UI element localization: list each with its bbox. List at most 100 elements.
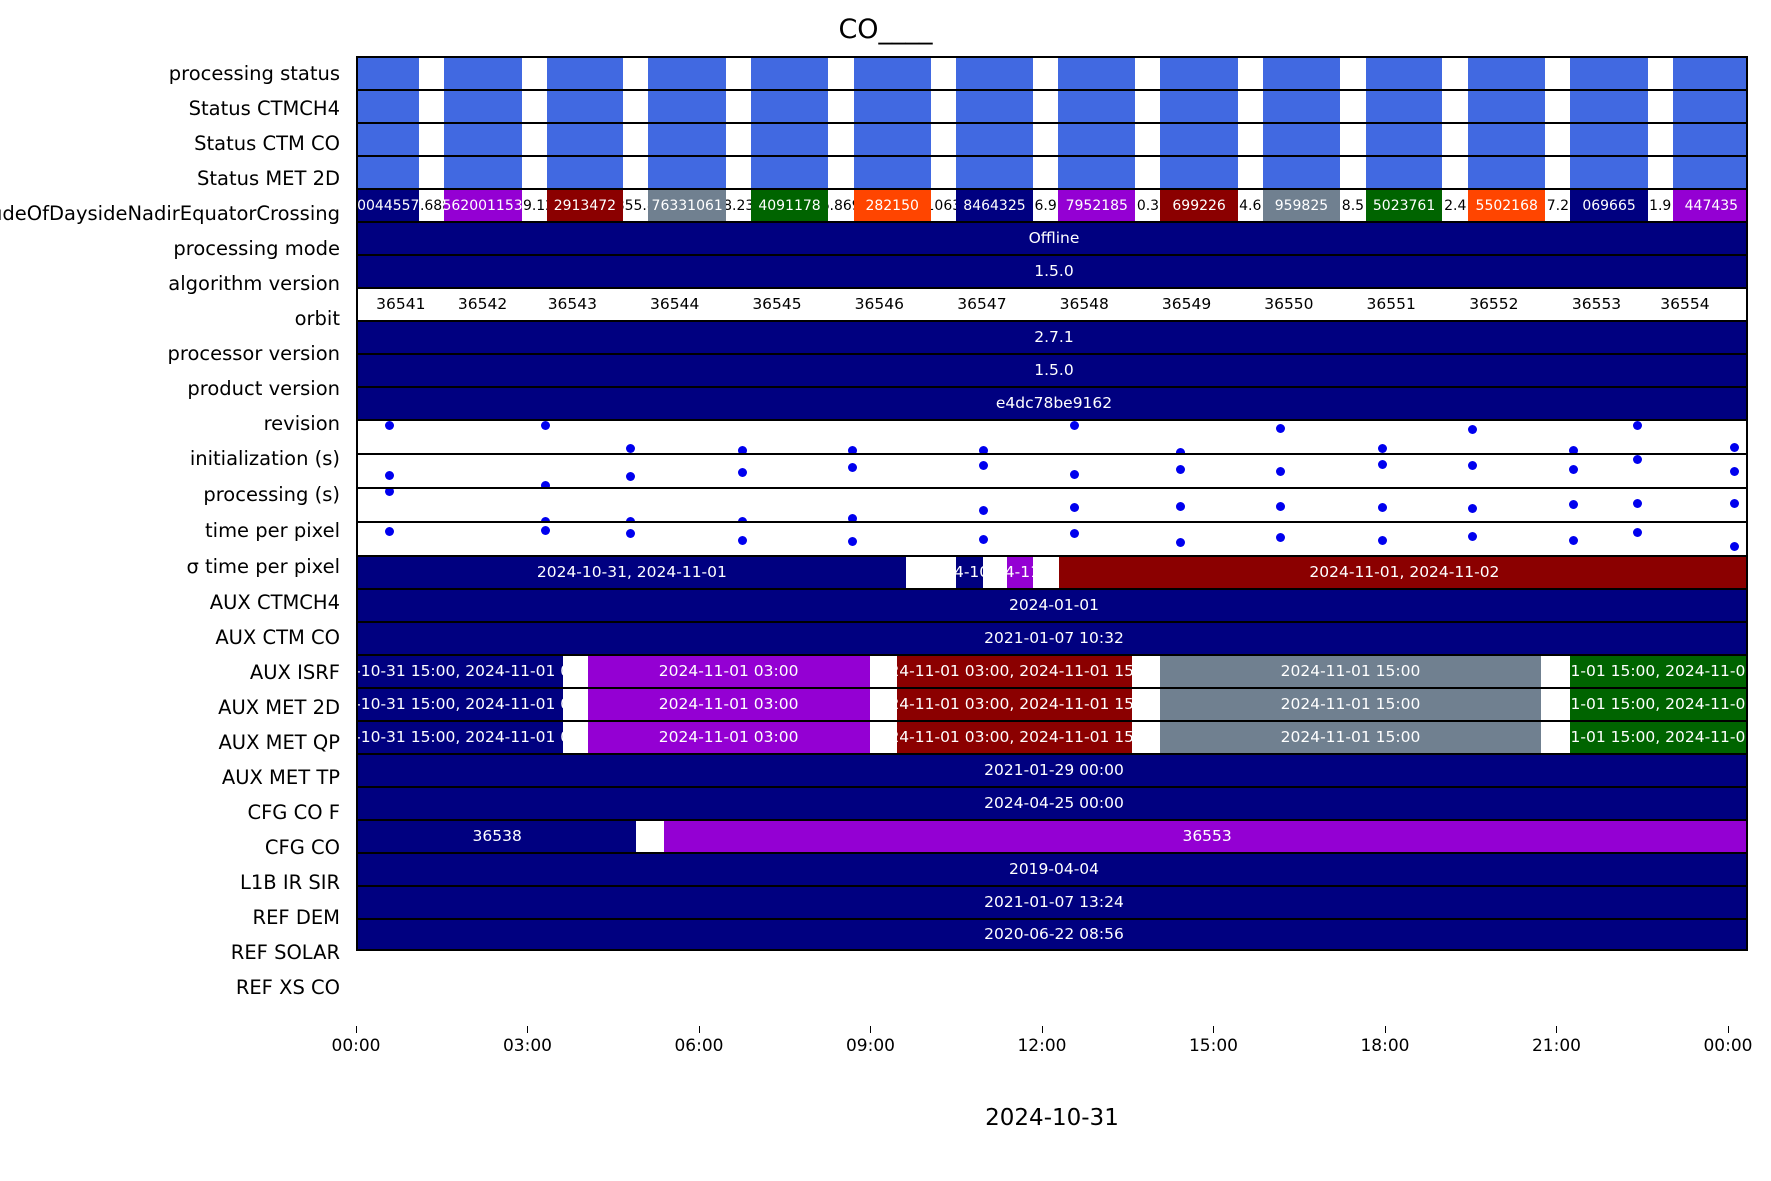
segment[interactable]: 2021-01-07 10:32	[358, 623, 1746, 654]
segment[interactable]	[853, 157, 931, 188]
segment[interactable]: 36553	[664, 821, 1746, 852]
segment[interactable]: 1.9	[1647, 190, 1673, 221]
segment[interactable]	[1442, 91, 1469, 122]
segment[interactable]	[869, 689, 897, 720]
segment[interactable]	[1131, 689, 1160, 720]
segment[interactable]	[1545, 124, 1571, 155]
segment[interactable]	[1541, 656, 1571, 687]
segment[interactable]	[1340, 91, 1366, 122]
segment[interactable]	[1647, 124, 1673, 155]
segment[interactable]	[1672, 124, 1746, 155]
segment[interactable]: 36551	[1340, 289, 1443, 320]
segment[interactable]: 36541	[358, 289, 444, 320]
segment[interactable]: 6.869	[827, 190, 854, 221]
segment[interactable]	[1570, 91, 1648, 122]
segment[interactable]	[623, 157, 649, 188]
segment[interactable]	[1131, 722, 1160, 753]
segment[interactable]	[1135, 91, 1161, 122]
segment[interactable]: 2024-01-01	[358, 590, 1746, 621]
segment[interactable]	[827, 58, 854, 89]
segment[interactable]	[648, 157, 727, 188]
segment[interactable]	[1262, 124, 1341, 155]
segment[interactable]: 36554	[1647, 289, 1723, 320]
segment[interactable]: 2024-10-31 15:00, 2024-11-01 03:00	[358, 722, 563, 753]
segment[interactable]	[1262, 91, 1341, 122]
segment[interactable]: 2024-11-01 15:00, 2024-11-02 03:00	[1570, 722, 1746, 753]
segment[interactable]	[930, 58, 956, 89]
segment[interactable]: e4dc78be9162	[358, 388, 1746, 419]
segment[interactable]: 36542	[443, 289, 522, 320]
segment[interactable]: 76331061	[648, 190, 727, 221]
segment[interactable]: 36544	[623, 289, 727, 320]
segment[interactable]	[955, 58, 1034, 89]
segment[interactable]	[1541, 689, 1571, 720]
segment[interactable]	[1160, 58, 1238, 89]
segment[interactable]: 36548	[1033, 289, 1136, 320]
segment[interactable]: 0.3	[1135, 190, 1161, 221]
segment[interactable]: 2024-11-01, 2024-11-02	[1058, 557, 1746, 588]
segment[interactable]: 2024-11-01 03:00, 2024-11-01 15:00	[896, 656, 1132, 687]
segment[interactable]	[1237, 157, 1263, 188]
segment[interactable]	[1570, 58, 1648, 89]
segment[interactable]	[1135, 124, 1161, 155]
segment[interactable]	[1340, 124, 1366, 155]
segment[interactable]	[751, 91, 828, 122]
segment[interactable]	[930, 91, 956, 122]
segment[interactable]: 36538	[358, 821, 637, 852]
segment[interactable]: 2024-04-25 00:00	[358, 788, 1746, 819]
segment[interactable]	[1647, 91, 1673, 122]
segment[interactable]	[955, 91, 1034, 122]
segment[interactable]	[443, 157, 522, 188]
segment[interactable]: 2024-11-01 15:00	[1159, 689, 1542, 720]
segment[interactable]	[1237, 124, 1263, 155]
segment[interactable]	[1468, 157, 1546, 188]
segment[interactable]: 36549	[1135, 289, 1238, 320]
segment[interactable]	[546, 58, 624, 89]
segment[interactable]: 8.23	[726, 190, 752, 221]
segment[interactable]: 2913472	[546, 190, 624, 221]
segment[interactable]: 36553	[1545, 289, 1648, 320]
segment[interactable]: 5.688	[418, 190, 444, 221]
segment[interactable]	[1365, 157, 1443, 188]
segment[interactable]	[1033, 58, 1059, 89]
segment[interactable]	[930, 124, 956, 155]
segment[interactable]	[1545, 58, 1571, 89]
segment[interactable]: 4.6	[1237, 190, 1263, 221]
segment[interactable]	[853, 124, 931, 155]
segment[interactable]	[521, 124, 547, 155]
segment[interactable]: 2021-01-07 13:24	[358, 887, 1746, 918]
segment[interactable]: 36543	[521, 289, 624, 320]
segment[interactable]	[751, 124, 828, 155]
segment[interactable]	[623, 58, 649, 89]
segment[interactable]	[521, 91, 547, 122]
segment[interactable]	[1262, 157, 1341, 188]
segment[interactable]: 7.2	[1545, 190, 1571, 221]
segment[interactable]: 2024-11-01	[1007, 557, 1034, 588]
segment[interactable]: 2024-10-31	[955, 557, 983, 588]
segment[interactable]: 2024-11-01 03:00	[587, 689, 870, 720]
segment[interactable]	[1340, 157, 1366, 188]
segment[interactable]: 36550	[1237, 289, 1341, 320]
segment[interactable]	[1033, 124, 1059, 155]
segment[interactable]	[1160, 91, 1238, 122]
segment[interactable]	[726, 58, 752, 89]
segment[interactable]	[1160, 157, 1238, 188]
segment[interactable]	[562, 689, 588, 720]
segment[interactable]	[1468, 124, 1546, 155]
segment[interactable]	[955, 157, 1034, 188]
segment[interactable]: 699226	[1160, 190, 1238, 221]
segment[interactable]	[1058, 157, 1136, 188]
segment[interactable]	[1058, 58, 1136, 89]
segment[interactable]	[1541, 722, 1571, 753]
segment[interactable]: 282150	[853, 190, 931, 221]
segment[interactable]	[1365, 91, 1443, 122]
segment[interactable]	[562, 722, 588, 753]
segment[interactable]	[1131, 656, 1160, 687]
segment[interactable]	[546, 91, 624, 122]
segment[interactable]: 2024-11-01 03:00, 2024-11-01 15:00	[896, 689, 1132, 720]
segment[interactable]	[751, 157, 828, 188]
segment[interactable]	[1033, 157, 1059, 188]
segment[interactable]	[418, 58, 444, 89]
segment[interactable]	[869, 722, 897, 753]
segment[interactable]	[853, 91, 931, 122]
